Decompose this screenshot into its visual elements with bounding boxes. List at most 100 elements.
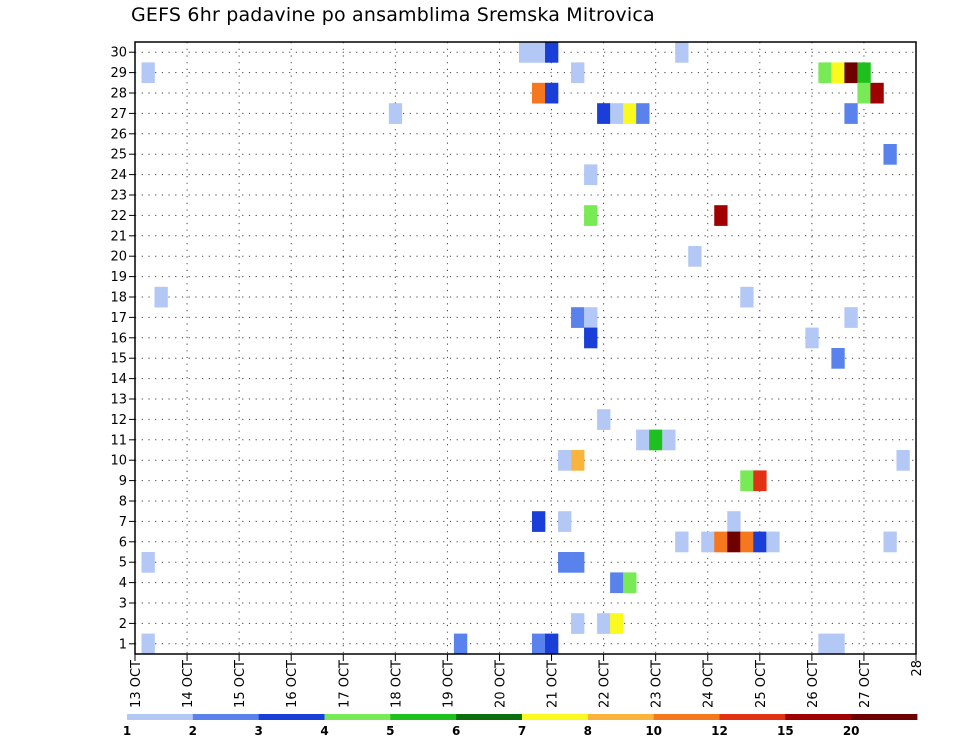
plot-frame [134, 41, 917, 655]
x-tick-label: 13 OCT [129, 660, 144, 708]
x-tick-label: 24 OCT [702, 660, 717, 708]
heatmap-cell [688, 246, 702, 267]
heatmap-cell [883, 144, 897, 165]
legend-label: 15 [777, 724, 794, 738]
heatmap-cell [558, 450, 572, 471]
y-tick-label: 15 [110, 352, 127, 367]
x-tick-label: 14 OCT [181, 660, 196, 708]
y-tick-label: 20 [110, 250, 127, 265]
y-tick-label: 18 [110, 291, 127, 306]
heatmap-cell [753, 470, 767, 492]
x-tick-label: 25 OCT [754, 660, 769, 708]
legend-label: 2 [189, 724, 197, 738]
heatmap-cell [558, 511, 572, 532]
heatmap-cell [675, 42, 689, 63]
y-tick-label: 6 [119, 535, 127, 550]
heatmap-cell [675, 531, 689, 553]
heatmap-cell [545, 42, 559, 63]
legend-swatch [522, 714, 589, 720]
heatmap-cell [558, 552, 572, 573]
legend-label: 10 [645, 724, 662, 738]
heatmap-cell [597, 613, 611, 634]
y-tick-label: 23 [110, 189, 127, 204]
y-tick-label: 12 [110, 413, 127, 428]
heatmap-cell [141, 62, 155, 84]
heatmap-cell [818, 633, 832, 655]
x-axis: 13 OCT 14 OCT 15 OCT 16 OCT 17 OCT 18 OCT 19 O… [129, 654, 925, 708]
x-tick-label: 16 OCT [285, 660, 300, 708]
heatmap-cell [714, 531, 728, 553]
y-tick-label: 25 [110, 148, 127, 163]
heatmap-cell [571, 450, 585, 471]
heatmap-cell [649, 429, 663, 451]
heatmap-cell [623, 103, 637, 124]
y-tick-label: 17 [110, 311, 127, 326]
y-tick-label: 2 [119, 617, 127, 632]
x-tick-label: 18 OCT [389, 660, 404, 708]
heatmap-cell [831, 62, 845, 84]
heatmap-cell [610, 613, 624, 634]
heatmap-cell [584, 307, 598, 328]
heatmap-cell [571, 552, 585, 573]
heatmap-cell [896, 450, 910, 471]
heatmap-cell [597, 409, 611, 430]
heatmap-cell [610, 572, 624, 594]
heatmap-cell [532, 42, 546, 63]
legend-swatch [851, 714, 918, 720]
heatmap-cell [662, 429, 676, 451]
legend-label: 1 [123, 724, 131, 738]
x-tick-label: 21 OCT [546, 660, 561, 708]
heatmap-cell [545, 633, 559, 655]
legend-label: 4 [320, 724, 328, 738]
y-tick-label: 28 [110, 87, 127, 102]
heatmap-cell [636, 429, 650, 451]
x-tick-label: 26 OCT [806, 660, 821, 708]
legend-swatch [192, 714, 260, 720]
y-tick-label: 29 [110, 66, 127, 81]
heatmap-cell [597, 103, 611, 124]
x-tick-label: 22 OCT [598, 660, 613, 708]
heatmap-cell [844, 62, 858, 84]
heatmap-cell [571, 307, 585, 328]
heatmap-cell [857, 82, 871, 104]
heatmap-cell [818, 62, 832, 84]
y-tick-label: 11 [110, 433, 127, 448]
heatmap-cell [844, 307, 858, 328]
legend-swatch [785, 714, 852, 720]
heatmap-cells [141, 42, 910, 655]
heatmap-cell [831, 633, 845, 655]
heatmap-cell [545, 82, 559, 104]
legend-swatch [719, 714, 786, 720]
y-tick-label: 26 [110, 127, 127, 142]
heatmap-cell [740, 470, 754, 492]
heatmap-cell [532, 511, 546, 532]
y-axis: 1234567891011121314151617181920212223242… [110, 46, 135, 652]
legend-label: 8 [584, 724, 592, 738]
heatmap-cell [636, 103, 650, 124]
legend-swatch [587, 714, 655, 720]
y-tick-label: 7 [119, 515, 127, 530]
y-tick-label: 24 [110, 168, 127, 183]
heatmap-cell [623, 572, 637, 594]
legend-label: 3 [254, 724, 262, 738]
heatmap-cell [584, 164, 598, 186]
heatmap-cell [571, 62, 585, 84]
y-tick-label: 27 [110, 107, 127, 122]
x-tick-label: 19 OCT [441, 660, 456, 708]
legend-label: 5 [386, 724, 394, 738]
heatmap-cell [532, 82, 546, 104]
heatmap-cell [610, 103, 624, 124]
heatmap-cell [571, 613, 585, 634]
x-tick-label: 27 OCT [858, 660, 873, 708]
legend-swatch [324, 714, 391, 720]
heatmap-cell [388, 103, 403, 124]
heatmap-cell [766, 531, 780, 553]
x-tick-label: 28 [910, 660, 925, 677]
legend-label: 12 [711, 724, 728, 738]
y-tick-label: 30 [110, 46, 127, 61]
x-tick-label: 15 OCT [233, 660, 248, 708]
y-tick-label: 9 [119, 474, 127, 489]
heatmap-cell [701, 531, 715, 553]
heatmap-cell [714, 205, 728, 226]
heatmap-cell [154, 286, 168, 308]
